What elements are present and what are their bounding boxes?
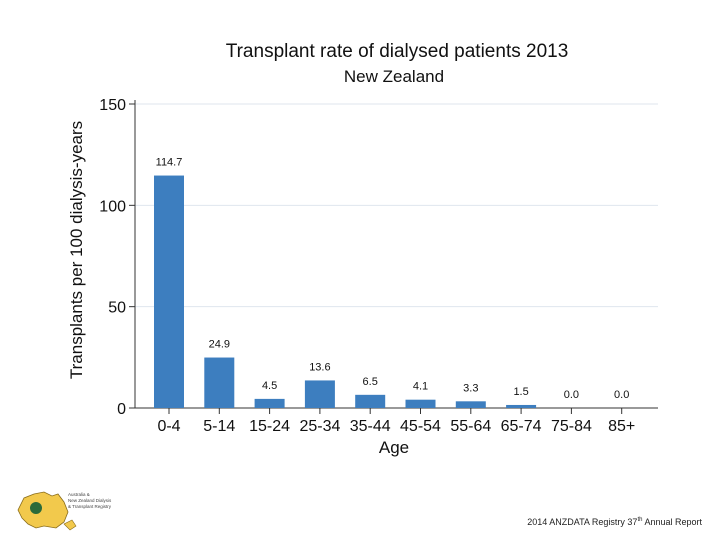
y-tick-label: 0 [117,401,126,418]
new-zealand-map-icon [63,519,77,531]
tick-labels: 0 50 100 150 0-4 5-14 15-24 25-34 35-44 45-54 55-6… [99,97,635,435]
bar-45-54 [405,399,436,408]
y-tick-label: 150 [99,97,126,114]
x-tick-label-25-34: 25-34 [299,418,340,435]
y-tick-label: 100 [99,198,126,215]
x-tick-label-75-84: 75-84 [551,418,592,435]
bar-5-14 [204,357,235,408]
footer-sup: th [637,517,643,523]
chart-title: Transplant rate of dialysed patients 201… [226,41,569,62]
x-tick-label-65-74: 65-74 [501,418,542,435]
x-tick-label-45-54: 45-54 [400,418,441,435]
logo-line-3: & Transplant Registry [68,504,112,509]
data-label-45-54: 4.1 [413,381,428,393]
bar-65-74 [506,404,537,408]
footer-prefix: 2014 ANZDATA Registry 37 [527,517,638,527]
data-label-15-24: 4.5 [262,380,277,392]
anzdata-logo [17,491,77,531]
bar-0-4 [154,175,184,408]
bar-15-24 [254,398,285,408]
logo-line-1: Australia & [68,492,90,497]
bar-25-34 [304,380,335,408]
data-label-0-4: 114.7 [156,157,183,169]
data-label-35-44: 6.5 [363,376,378,388]
x-tick-label-0-4: 0-4 [157,418,180,435]
bar-35-44 [355,394,386,408]
chart-subtitle: New Zealand [344,67,444,86]
australia-map-icon [17,491,69,529]
data-label-65-74: 1.5 [513,386,528,398]
data-label-25-34: 13.6 [309,361,330,373]
y-tick-label: 50 [108,300,126,317]
logo-emblem-icon [30,502,42,514]
data-label-85+: 0.0 [614,389,629,401]
footer-citation: 2014 ANZDATA Registry 37th Annual Report [527,517,702,527]
logo-caption: Australia & New Zealand Dialysis & Trans… [68,492,128,510]
x-tick-label-15-24: 15-24 [249,418,290,435]
data-labels: 114.7 24.9 4.5 13.6 6.5 4.1 3.3 1.5 0.0 0.0 [156,157,630,401]
x-tick-label-35-44: 35-44 [350,418,391,435]
x-tick-label-85+: 85+ [608,418,635,435]
y-axis-label: Transplants per 100 dialysis-years [67,121,86,379]
data-label-75-84: 0.0 [564,389,579,401]
bars [154,175,537,408]
gridlines [135,103,658,308]
data-label-5-14: 24.9 [209,339,230,351]
data-label-55-64: 3.3 [463,382,478,394]
x-tick-label-5-14: 5-14 [203,418,235,435]
x-tick-label-55-64: 55-64 [450,418,491,435]
logo-line-2: New Zealand Dialysis [68,498,112,503]
bar-55-64 [455,401,486,408]
footer-suffix: Annual Report [642,517,702,527]
x-axis-label: Age [379,438,409,457]
